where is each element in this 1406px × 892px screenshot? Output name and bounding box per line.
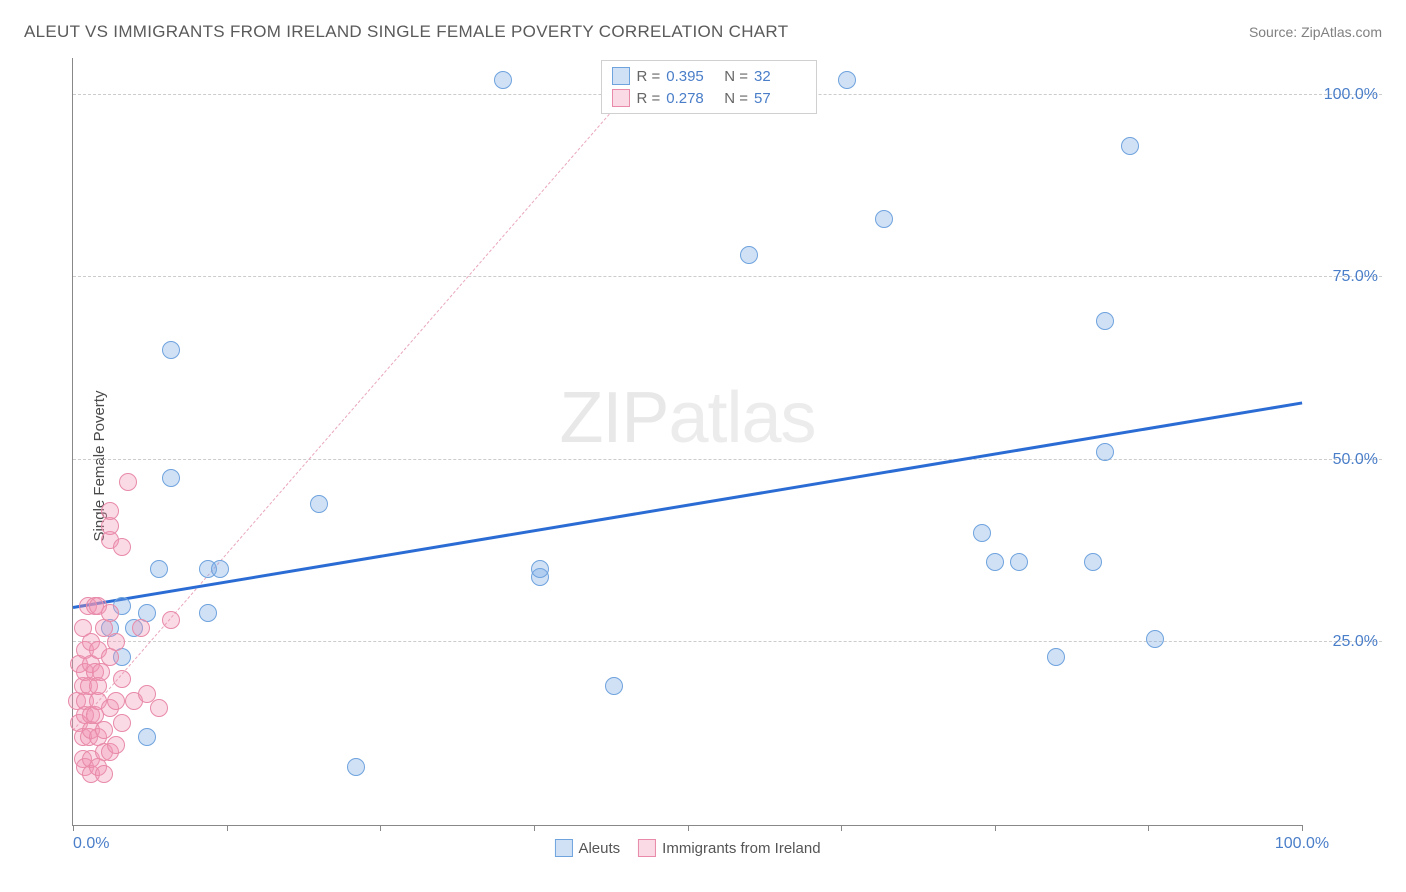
data-point xyxy=(973,524,991,542)
data-point xyxy=(211,560,229,578)
r-value-aleuts: 0.395 xyxy=(666,68,718,85)
data-point xyxy=(107,736,125,754)
data-point xyxy=(347,758,365,776)
data-point xyxy=(494,71,512,89)
stats-legend: R = 0.395 N = 32 R = 0.278 N = 57 xyxy=(601,60,817,114)
data-point xyxy=(531,560,549,578)
trend-line xyxy=(73,401,1302,608)
legend-swatch-aleuts xyxy=(612,67,630,85)
x-tick xyxy=(73,825,74,831)
x-tick xyxy=(841,825,842,831)
watermark: ZIPatlas xyxy=(559,377,815,459)
data-point xyxy=(113,714,131,732)
n-label: N = xyxy=(724,68,748,85)
chart-title: ALEUT VS IMMIGRANTS FROM IRELAND SINGLE … xyxy=(24,22,788,42)
data-point xyxy=(150,699,168,717)
x-tick xyxy=(688,825,689,831)
legend-swatch-ireland xyxy=(612,89,630,107)
data-point xyxy=(150,560,168,578)
n-value-aleuts: 32 xyxy=(754,68,806,85)
y-tick-label: 100.0% xyxy=(1308,86,1378,104)
x-tick xyxy=(1302,825,1303,831)
legend-swatch-ireland xyxy=(638,839,656,857)
data-point xyxy=(101,502,119,520)
x-tick xyxy=(534,825,535,831)
x-tick xyxy=(227,825,228,831)
trend-line xyxy=(73,95,627,731)
data-point xyxy=(162,341,180,359)
x-tick xyxy=(1148,825,1149,831)
chart-container: Single Female Poverty ZIPatlas R = 0.395… xyxy=(24,58,1382,874)
legend-label-ireland: Immigrants from Ireland xyxy=(662,840,820,857)
data-point xyxy=(875,210,893,228)
x-tick-label-max: 100.0% xyxy=(1275,835,1329,853)
r-label: R = xyxy=(636,68,660,85)
data-point xyxy=(107,633,125,651)
data-point xyxy=(162,469,180,487)
data-point xyxy=(1096,312,1114,330)
n-value-ireland: 57 xyxy=(754,90,806,107)
data-point xyxy=(740,246,758,264)
data-point xyxy=(95,765,113,783)
data-point xyxy=(1010,553,1028,571)
data-point xyxy=(132,619,150,637)
n-label: N = xyxy=(724,90,748,107)
data-point xyxy=(605,677,623,695)
data-point xyxy=(119,473,137,491)
data-point xyxy=(1047,648,1065,666)
legend-item-aleuts: Aleuts xyxy=(554,839,620,857)
legend-label-aleuts: Aleuts xyxy=(578,840,620,857)
data-point xyxy=(1084,553,1102,571)
data-point xyxy=(113,670,131,688)
stats-legend-row: R = 0.395 N = 32 xyxy=(612,65,806,87)
data-point xyxy=(199,604,217,622)
y-tick-label: 50.0% xyxy=(1308,451,1378,469)
watermark-zip: ZIP xyxy=(559,378,668,458)
gridline-horizontal xyxy=(73,459,1382,460)
data-point xyxy=(1146,630,1164,648)
gridline-horizontal xyxy=(73,276,1382,277)
data-point xyxy=(986,553,1004,571)
gridline-horizontal xyxy=(73,641,1382,642)
data-point xyxy=(113,538,131,556)
data-point xyxy=(162,611,180,629)
data-point xyxy=(1121,137,1139,155)
y-tick-label: 25.0% xyxy=(1308,633,1378,651)
data-point xyxy=(138,728,156,746)
watermark-atlas: atlas xyxy=(668,378,815,458)
data-point xyxy=(838,71,856,89)
data-point xyxy=(1096,443,1114,461)
legend-item-ireland: Immigrants from Ireland xyxy=(638,839,820,857)
x-tick xyxy=(380,825,381,831)
data-point xyxy=(107,692,125,710)
plot-area: ZIPatlas R = 0.395 N = 32 R = 0.278 N = … xyxy=(72,58,1302,826)
x-tick-label-min: 0.0% xyxy=(73,835,109,853)
x-tick xyxy=(995,825,996,831)
data-point xyxy=(101,604,119,622)
legend-swatch-aleuts xyxy=(554,839,572,857)
series-legend: Aleuts Immigrants from Ireland xyxy=(554,839,820,857)
data-point xyxy=(310,495,328,513)
y-tick-label: 75.0% xyxy=(1308,268,1378,286)
r-label: R = xyxy=(636,90,660,107)
stats-legend-row: R = 0.278 N = 57 xyxy=(612,87,806,109)
source-attribution: Source: ZipAtlas.com xyxy=(1249,24,1382,40)
r-value-ireland: 0.278 xyxy=(666,90,718,107)
